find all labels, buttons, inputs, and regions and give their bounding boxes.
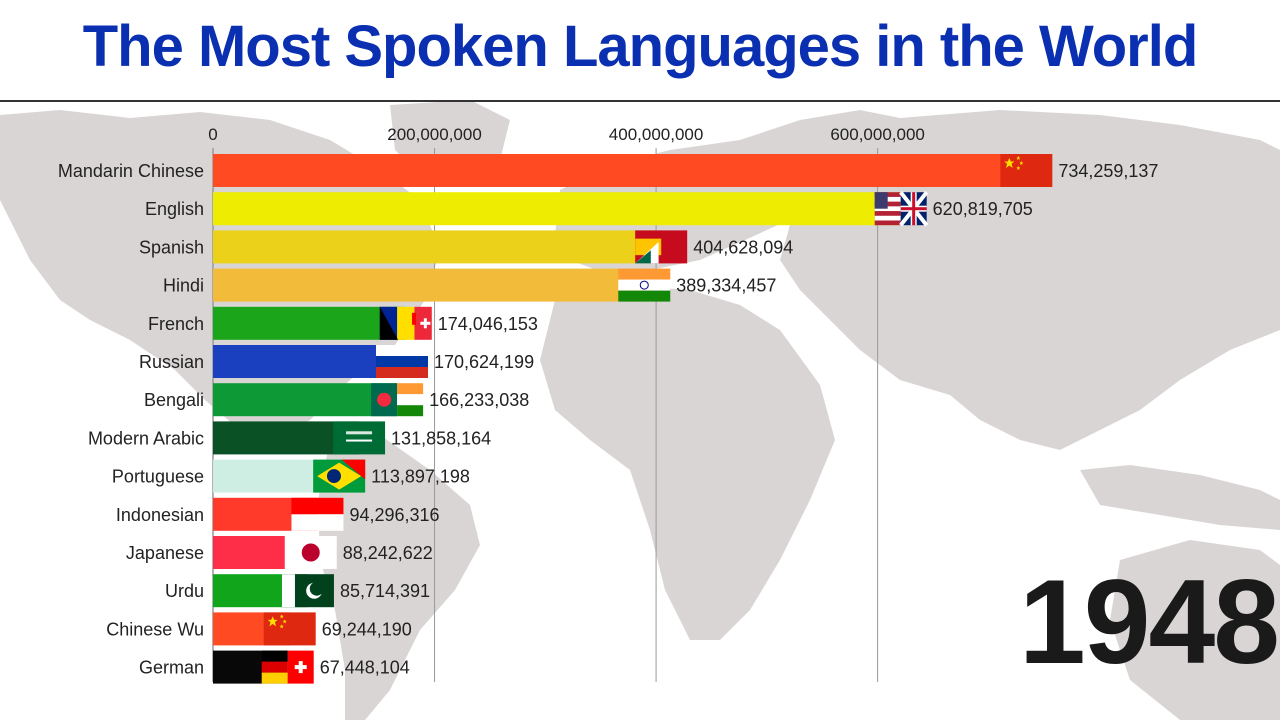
category-label: Urdu	[165, 581, 204, 601]
flag-brazil-portugal-icon	[313, 459, 366, 493]
bar	[213, 268, 645, 302]
bar-row: Urdu 85,714,391	[165, 574, 430, 608]
south-america-shape	[318, 435, 480, 720]
category-label: Indonesian	[116, 505, 204, 525]
bar-row: Portuguese 113,897,198	[112, 459, 470, 493]
page-title: The Most Spoken Languages in the World	[82, 14, 1199, 79]
flag-spain-mix-icon	[635, 230, 688, 264]
value-label: 389,334,457	[676, 276, 776, 296]
bar-row: Japanese 88,242,622	[126, 536, 433, 569]
value-label: 113,897,198	[371, 467, 470, 487]
flag-saudi-arabia-icon	[333, 421, 386, 455]
x-tick-label: 400,000,000	[609, 125, 704, 144]
bar-row: German 67,448,104	[139, 650, 410, 684]
category-label: Hindi	[163, 276, 204, 296]
flag-usa-uk-icon	[874, 190, 929, 227]
bar-row: Hindi 389,334,457	[163, 268, 776, 302]
value-label: 69,244,190	[322, 619, 412, 639]
bar-row: Mandarin Chinese 734,259,137	[58, 154, 1158, 187]
value-label: 88,242,622	[343, 543, 433, 563]
category-label: French	[148, 314, 204, 334]
bar	[213, 345, 402, 378]
bar-row: Spanish 404,628,094	[139, 230, 793, 264]
bar-row: Bengali 166,233,038	[144, 383, 529, 417]
category-label: Japanese	[126, 543, 204, 563]
flag-russia-icon	[375, 345, 428, 378]
value-label: 620,819,705	[933, 199, 1033, 219]
category-label: English	[145, 199, 204, 219]
bar-row: French 174,046,153	[148, 306, 538, 340]
title-divider	[0, 100, 1280, 102]
bar	[213, 306, 406, 340]
x-tick-label: 200,000,000	[387, 125, 482, 144]
value-label: 734,259,137	[1058, 161, 1158, 181]
australia-shape	[1110, 540, 1280, 720]
category-label: Mandarin Chinese	[58, 161, 204, 181]
bar-row: English 620,819,705	[145, 190, 1033, 227]
bar	[213, 154, 1027, 187]
flag-germany-swiss-icon	[261, 650, 314, 684]
category-label: German	[139, 658, 204, 678]
category-label: Spanish	[139, 237, 204, 257]
category-label: Portuguese	[112, 467, 204, 487]
bar-row: Modern Arabic 131,858,164	[88, 421, 491, 455]
value-label: 166,233,038	[429, 390, 529, 410]
flag-bangladesh-india-icon	[371, 383, 424, 417]
bar-row: Chinese Wu 69,244,190	[106, 612, 412, 646]
x-tick-label: 0	[208, 125, 217, 144]
bar	[213, 383, 398, 417]
flag-pakistan-icon	[281, 574, 334, 608]
x-tick-label: 600,000,000	[830, 125, 925, 144]
bar-row: Russian 170,624,199	[139, 345, 534, 378]
category-label: Modern Arabic	[88, 428, 204, 448]
bar-row: Indonesian 94,296,316	[116, 497, 440, 531]
southeast-asia-shape	[1080, 465, 1280, 530]
flag-india-icon	[618, 268, 671, 302]
year-label: 1948	[1019, 555, 1280, 689]
flag-indonesia-icon	[291, 497, 344, 531]
category-label: Russian	[139, 352, 204, 372]
value-label: 131,858,164	[391, 428, 491, 448]
bar	[213, 192, 901, 226]
flag-france-canada-swiss-icon	[379, 306, 432, 340]
flag-japan-icon	[284, 536, 337, 569]
africa-shape	[540, 285, 835, 640]
flag-china-icon	[263, 612, 316, 646]
category-label: Chinese Wu	[106, 619, 204, 639]
value-label: 85,714,391	[340, 581, 430, 601]
bars: Mandarin Chinese 734,259,137 English 620,81…	[58, 154, 1158, 684]
value-label: 170,624,199	[434, 352, 534, 372]
value-label: 404,628,094	[693, 237, 793, 257]
value-label: 94,296,316	[349, 505, 439, 525]
bar	[213, 230, 662, 264]
category-label: Bengali	[144, 390, 204, 410]
x-axis-ticks: 0 200,000,000 400,000,000 600,000,000	[208, 125, 925, 144]
value-label: 174,046,153	[438, 314, 538, 334]
value-label: 67,448,104	[320, 658, 410, 678]
flag-china-icon	[1000, 154, 1053, 187]
